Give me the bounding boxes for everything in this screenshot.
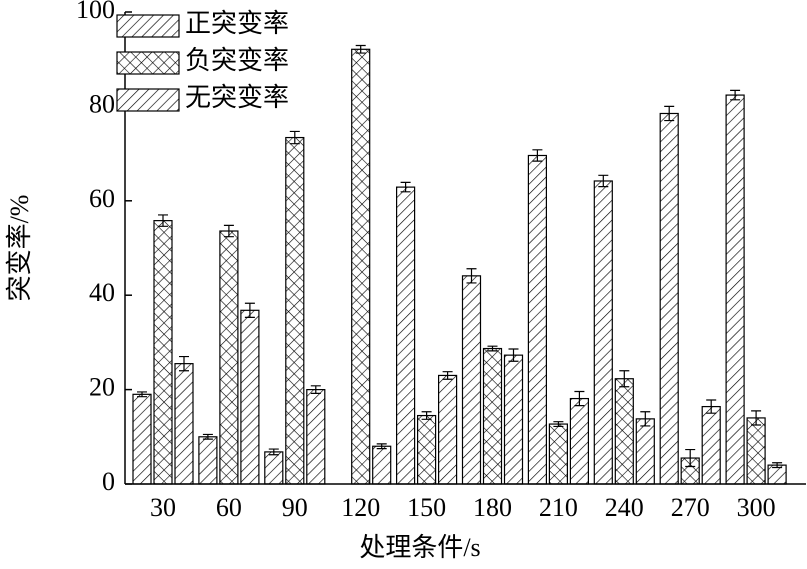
- y-axis-label: 突变率/%: [5, 195, 34, 302]
- bar: [701, 405, 721, 485]
- x-tick-label: 210: [539, 493, 578, 522]
- bar: [569, 397, 590, 485]
- x-tick-label: 60: [216, 493, 242, 522]
- error-bar: [751, 410, 762, 426]
- bar: [461, 275, 482, 485]
- bar: [438, 374, 458, 485]
- bar: [593, 180, 613, 485]
- y-tick-label: 20: [89, 373, 115, 402]
- bar: [725, 94, 745, 485]
- error-bar: [706, 399, 717, 414]
- error-bar: [508, 348, 519, 362]
- error-bar: [532, 149, 543, 162]
- y-tick-label: 60: [89, 184, 115, 213]
- bar: [527, 154, 548, 485]
- bar: [635, 418, 655, 485]
- legend-swatch: [116, 51, 180, 75]
- error-bar: [466, 268, 477, 284]
- bar: [264, 451, 284, 485]
- x-tick-label: 300: [737, 493, 776, 522]
- error-bar: [400, 181, 411, 193]
- bar: [548, 423, 569, 485]
- error-bar: [772, 462, 783, 469]
- legend-label: 无突变率: [185, 83, 289, 112]
- y-tick-label: 40: [89, 278, 115, 307]
- error-bar: [487, 345, 498, 352]
- x-tick-label: 240: [605, 493, 644, 522]
- bar: [132, 393, 152, 485]
- bar: [417, 414, 437, 485]
- error-bar: [179, 355, 189, 372]
- bar: [153, 220, 173, 485]
- error-bar: [598, 174, 609, 188]
- x-tick-label: 30: [150, 493, 176, 522]
- x-axis-label: 处理条件/s: [359, 533, 480, 562]
- bar: [503, 354, 524, 485]
- error-bar: [664, 105, 675, 122]
- error-bar: [137, 391, 147, 398]
- error-bar: [730, 89, 741, 101]
- bar: [396, 186, 416, 485]
- legend-label: 正突变率: [185, 9, 289, 38]
- error-bar: [158, 214, 168, 227]
- y-tick-label: 0: [102, 467, 115, 496]
- legend-swatch: [116, 14, 180, 38]
- bar: [306, 389, 326, 485]
- x-tick-label: 150: [407, 493, 446, 522]
- error-bar: [202, 433, 213, 440]
- error-bar: [442, 371, 453, 380]
- bar: [482, 347, 503, 485]
- error-bar: [640, 411, 651, 427]
- bar: [351, 48, 371, 485]
- error-bar: [355, 44, 366, 54]
- x-tick-label: 270: [671, 493, 710, 522]
- bar: [240, 309, 260, 485]
- error-bar: [289, 130, 300, 145]
- bar: [219, 230, 239, 485]
- bar: [372, 445, 392, 485]
- bar: [174, 363, 194, 485]
- error-bar: [685, 448, 696, 468]
- y-tick-label: 100: [76, 0, 115, 24]
- legend-swatch: [116, 88, 180, 112]
- error-bar: [268, 448, 279, 456]
- bar: [659, 112, 679, 485]
- error-bar: [223, 224, 234, 238]
- x-tick-label: 180: [473, 493, 512, 522]
- error-bar: [310, 385, 321, 394]
- legend-label: 负突变率: [185, 46, 289, 75]
- bar: [198, 436, 218, 485]
- error-bar: [244, 302, 255, 318]
- y-tick-label: 80: [89, 89, 115, 118]
- error-bar: [421, 411, 432, 420]
- error-bar: [619, 370, 630, 388]
- x-tick-label: 120: [341, 493, 380, 522]
- error-bar: [553, 421, 564, 428]
- error-bar: [376, 443, 387, 450]
- x-tick-label: 90: [282, 493, 308, 522]
- bar: [614, 378, 634, 485]
- bar: [746, 417, 766, 485]
- error-bar: [574, 390, 585, 407]
- bar: [285, 136, 305, 485]
